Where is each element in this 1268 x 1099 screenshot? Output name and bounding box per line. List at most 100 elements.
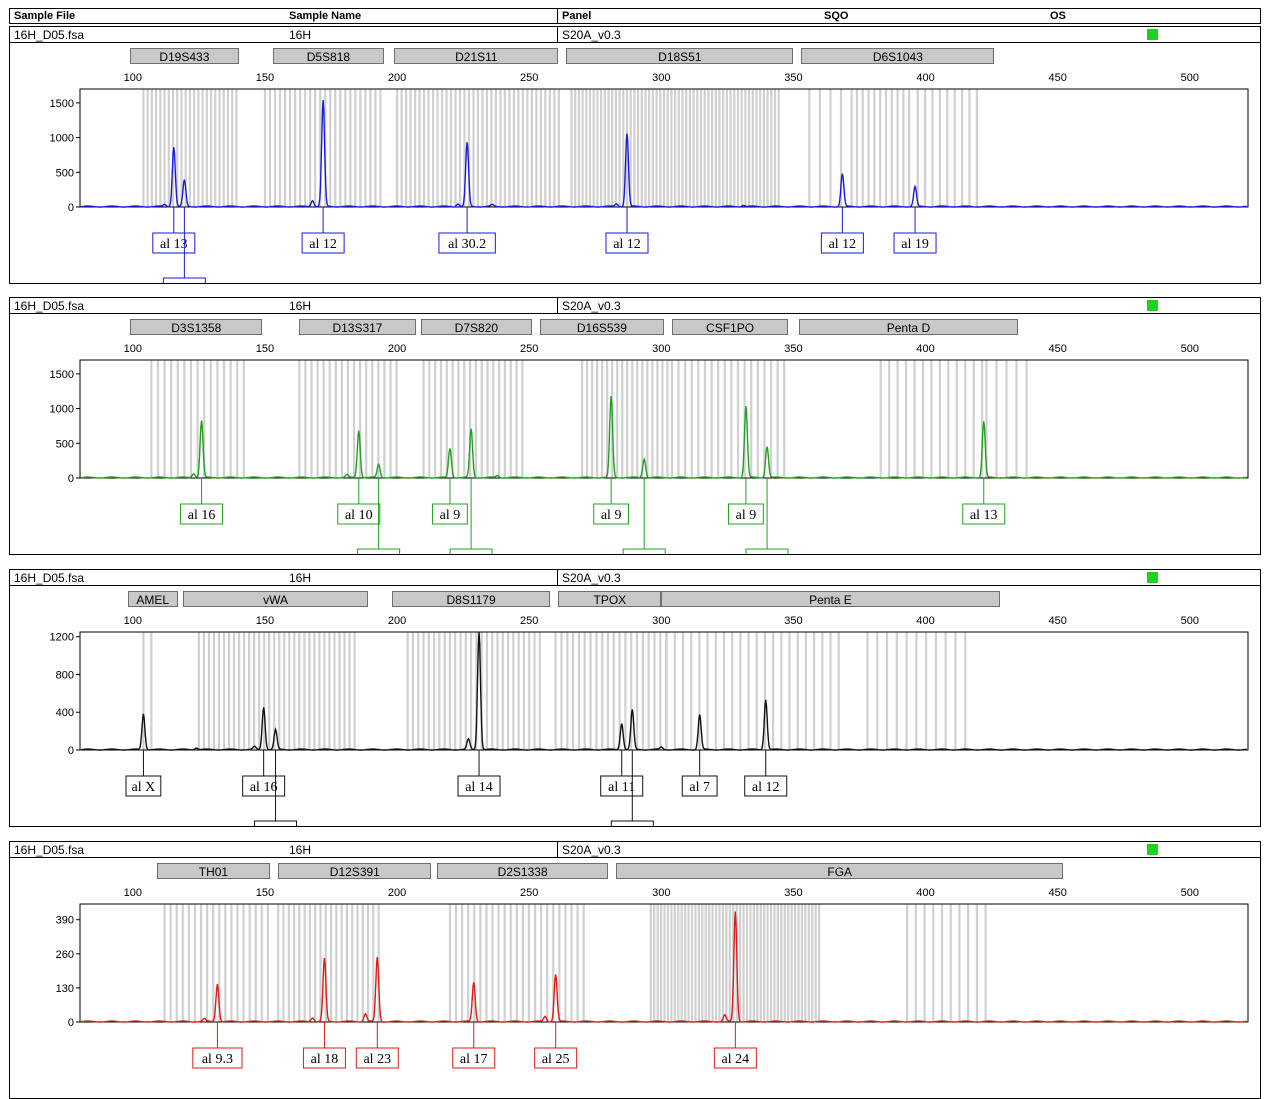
allele-call[interactable]: al 13: [152, 207, 196, 254]
allele-bins: [142, 632, 967, 750]
allele-call[interactable]: al 12: [622, 478, 666, 554]
locus-marker[interactable]: D19S433: [130, 48, 239, 64]
locus-marker[interactable]: TPOX: [558, 591, 662, 607]
allele-box: [457, 775, 501, 797]
allele-call[interactable]: al 11: [600, 750, 644, 797]
allele-call[interactable]: al 16: [180, 478, 224, 525]
allele-label: al 12: [630, 553, 658, 554]
allele-call[interactable]: al 12: [744, 750, 788, 797]
allele-call[interactable]: al 19: [893, 207, 937, 254]
allele-call[interactable]: al 12: [301, 207, 345, 254]
locus-marker[interactable]: AMEL: [127, 591, 178, 607]
channel-panel: 16H_D05.fsa 16H S20A_v0.3 D19S433 D5S818 D21S…: [9, 26, 1261, 284]
locus-marker[interactable]: D16S539: [539, 319, 664, 335]
locus-marker[interactable]: FGA: [616, 863, 1063, 879]
allele-label: al 12: [309, 237, 337, 252]
quality-ok-indicator: [1147, 572, 1158, 583]
allele-box: [254, 820, 298, 826]
allele-call[interactable]: al 12: [820, 207, 864, 254]
locus-marker[interactable]: D21S11: [394, 48, 559, 64]
allele-call[interactable]: al 16: [242, 750, 286, 797]
locus-marker[interactable]: D7S820: [420, 319, 532, 335]
locus-marker[interactable]: TH01: [156, 863, 271, 879]
allele-call[interactable]: al 11: [745, 478, 789, 554]
allele-call[interactable]: al 12: [610, 750, 654, 826]
y-tick-label: 500: [56, 438, 74, 450]
allele-label: al 16: [250, 780, 278, 795]
x-tick-label: 500: [1181, 615, 1199, 627]
quality-ok-indicator: [1147, 844, 1158, 855]
allele-call[interactable]: al 9: [728, 478, 764, 525]
locus-marker[interactable]: Penta D: [798, 319, 1019, 335]
locus-marker[interactable]: D8S1179: [391, 591, 551, 607]
allele-label: al 12: [613, 237, 641, 252]
x-tick-label: 450: [1049, 887, 1067, 899]
allele-box: [681, 775, 718, 797]
allele-call[interactable]: al 17: [452, 1022, 496, 1069]
allele-bins: [150, 360, 1028, 478]
x-tick-label: 400: [916, 343, 934, 355]
allele-call[interactable]: al 30.2: [438, 207, 496, 254]
sample-info-row: 16H_D05.fsa 16H S20A_v0.3: [10, 570, 1260, 586]
allele-call[interactable]: al 12: [357, 478, 401, 554]
allele-call[interactable]: al 13: [962, 478, 1006, 525]
allele-box: [744, 775, 788, 797]
locus-marker[interactable]: Penta E: [661, 591, 1000, 607]
locus-marker[interactable]: vWA: [183, 591, 369, 607]
info-divider: [557, 570, 558, 585]
allele-call[interactable]: al 25: [534, 1022, 578, 1069]
locus-marker[interactable]: D6S1043: [801, 48, 995, 64]
allele-box: [893, 232, 937, 254]
allele-call[interactable]: al 7: [681, 750, 718, 797]
locus-marker[interactable]: D3S1358: [130, 319, 263, 335]
allele-call[interactable]: al 9.3: [192, 1022, 243, 1069]
allele-call[interactable]: al 24: [713, 1022, 757, 1069]
allele-call[interactable]: al 14: [162, 207, 206, 283]
sample-name: 16H: [289, 299, 312, 313]
allele-box: [962, 503, 1006, 525]
locus-marker[interactable]: D18S51: [566, 48, 794, 64]
allele-box: [605, 232, 649, 254]
allele-box: [438, 232, 496, 254]
electropherogram-plot: 100 150 200 250 300 350 400 450 500 0 500 1000 1500 a…: [50, 343, 1249, 554]
signal-trace: [81, 631, 1247, 751]
y-tick-label: 1200: [50, 632, 74, 644]
allele-call[interactable]: al 14: [457, 750, 501, 797]
x-tick-label: 300: [652, 343, 670, 355]
quality-ok-indicator: [1147, 29, 1158, 40]
locus-marker[interactable]: D5S818: [272, 48, 384, 64]
allele-label: al 9: [736, 508, 757, 523]
x-tick-label: 300: [652, 72, 670, 84]
signal-trace: [81, 99, 1247, 208]
allele-call[interactable]: al 23: [355, 1022, 399, 1069]
allele-call[interactable]: al X: [125, 750, 162, 797]
allele-label: al 7: [689, 780, 710, 795]
allele-call[interactable]: al 11: [449, 478, 493, 554]
allele-call[interactable]: al 9: [593, 478, 630, 525]
locus-marker[interactable]: D12S391: [278, 863, 432, 879]
allele-label: al 12: [829, 237, 857, 252]
allele-label: al 12: [618, 825, 646, 826]
allele-label: al 14: [171, 282, 199, 283]
x-tick-label: 250: [520, 72, 538, 84]
x-tick-label: 150: [256, 887, 274, 899]
allele-call[interactable]: al 18: [302, 1022, 346, 1069]
y-tick-label: 390: [56, 915, 74, 927]
x-tick-label: 250: [520, 887, 538, 899]
locus-marker[interactable]: CSF1PO: [671, 319, 789, 335]
channel-panel: 16H_D05.fsa 16H S20A_v0.3 TH01 D12S391 D2S133…: [9, 841, 1261, 1099]
info-divider: [557, 27, 558, 42]
allele-call[interactable]: al 10: [337, 478, 381, 525]
y-tick-label: 130: [56, 983, 74, 995]
plot-frame: [79, 631, 1249, 751]
locus-marker[interactable]: D13S317: [299, 319, 416, 335]
locus-marker[interactable]: D2S1338: [436, 863, 609, 879]
panel-name: S20A_v0.3: [562, 843, 621, 857]
x-tick-label: 350: [784, 343, 802, 355]
x-tick-label: 300: [652, 887, 670, 899]
allele-call[interactable]: al 17: [254, 750, 298, 826]
sample-file: 16H_D05.fsa: [14, 843, 85, 857]
allele-call[interactable]: al 12: [605, 207, 649, 254]
allele-label: al 11: [754, 553, 781, 554]
allele-call[interactable]: al 9: [432, 478, 468, 525]
